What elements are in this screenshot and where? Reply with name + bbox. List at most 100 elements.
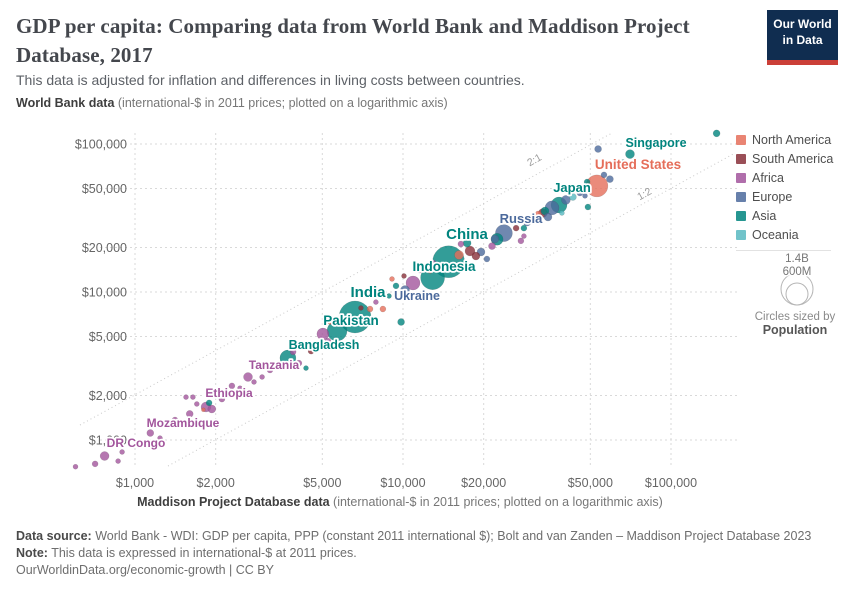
data-point[interactable] <box>259 374 265 380</box>
data-point[interactable] <box>146 429 155 437</box>
data-point[interactable] <box>454 250 464 260</box>
data-point[interactable] <box>569 193 577 201</box>
data-point[interactable] <box>600 171 608 179</box>
country-label[interactable]: Mozambique <box>145 414 221 432</box>
legend-item-europe[interactable]: Europe <box>736 190 848 204</box>
data-point[interactable] <box>205 399 213 407</box>
data-point[interactable] <box>190 394 196 400</box>
data-point[interactable] <box>534 210 542 218</box>
data-point[interactable] <box>340 321 346 327</box>
data-point[interactable] <box>194 401 200 407</box>
data-point[interactable] <box>521 233 527 239</box>
data-point[interactable] <box>427 268 433 274</box>
size-legend-caption: Circles sized by <box>755 311 836 323</box>
data-point[interactable] <box>429 259 437 267</box>
data-point[interactable] <box>585 174 609 198</box>
data-point[interactable] <box>490 234 500 244</box>
country-label[interactable]: Tanzania <box>247 356 301 374</box>
data-point[interactable] <box>416 266 424 274</box>
data-point[interactable] <box>273 362 281 370</box>
data-point[interactable] <box>251 379 257 385</box>
legend-item-africa[interactable]: Africa <box>736 171 848 185</box>
data-point[interactable] <box>324 337 332 345</box>
data-point[interactable] <box>228 382 236 390</box>
data-point[interactable] <box>464 245 476 257</box>
data-point[interactable] <box>379 305 387 313</box>
data-point[interactable] <box>405 275 421 291</box>
data-point[interactable] <box>625 149 635 159</box>
data-point[interactable] <box>582 193 588 199</box>
data-point[interactable] <box>207 404 217 414</box>
data-point[interactable] <box>243 372 253 382</box>
data-point[interactable] <box>457 240 465 248</box>
data-point[interactable] <box>99 451 110 461</box>
data-point[interactable] <box>237 385 243 391</box>
data-point[interactable] <box>373 299 379 305</box>
data-point[interactable] <box>543 212 553 222</box>
data-point[interactable] <box>295 359 303 367</box>
data-point[interactable] <box>401 273 407 279</box>
country-label[interactable]: Singapore <box>624 134 689 152</box>
data-point[interactable] <box>512 224 520 232</box>
data-point[interactable] <box>386 293 392 299</box>
data-point[interactable] <box>606 175 614 183</box>
data-point[interactable] <box>471 251 481 261</box>
data-point[interactable] <box>183 394 189 400</box>
country-label[interactable]: United States <box>593 155 683 174</box>
country-label[interactable]: Bangladesh <box>287 336 361 354</box>
country-label[interactable]: Japan <box>551 178 592 197</box>
data-point[interactable] <box>115 458 121 464</box>
data-point[interactable] <box>171 416 179 424</box>
data-point[interactable] <box>316 327 330 341</box>
data-point[interactable] <box>303 365 309 371</box>
data-point[interactable] <box>327 319 333 325</box>
data-point[interactable] <box>91 460 99 468</box>
data-point[interactable] <box>620 159 626 165</box>
data-point[interactable] <box>561 195 571 205</box>
legend-item-south_america[interactable]: South America <box>736 152 848 166</box>
legend-item-asia[interactable]: Asia <box>736 209 848 223</box>
country-label[interactable]: Ukraine <box>392 287 441 305</box>
country-label[interactable]: China <box>444 224 490 245</box>
data-point[interactable] <box>266 366 274 374</box>
data-point[interactable] <box>559 210 565 216</box>
country-label[interactable]: Indonesia <box>411 257 478 276</box>
legend-item-oceania[interactable]: Oceania <box>736 228 848 242</box>
country-label[interactable]: Ethiopia <box>204 384 255 402</box>
data-point[interactable] <box>119 449 125 455</box>
data-point[interactable] <box>712 129 721 138</box>
data-point[interactable] <box>392 282 400 290</box>
data-point[interactable] <box>201 407 206 413</box>
data-point[interactable] <box>366 305 374 313</box>
country-label[interactable]: India <box>349 282 388 303</box>
owid-logo[interactable]: Our World in Data <box>767 10 838 65</box>
legend-item-north_america[interactable]: North America <box>736 133 848 147</box>
data-point[interactable] <box>289 348 297 356</box>
data-point[interactable] <box>185 410 194 418</box>
data-point[interactable] <box>517 237 525 245</box>
data-point[interactable] <box>520 224 528 232</box>
data-point[interactable] <box>72 463 79 470</box>
data-point[interactable] <box>594 145 602 153</box>
data-point[interactable] <box>576 189 584 197</box>
data-point[interactable] <box>358 305 364 311</box>
data-point[interactable] <box>314 341 320 347</box>
country-label[interactable]: Pakistan <box>321 311 380 330</box>
data-point[interactable] <box>483 255 491 263</box>
x-tick-label: $20,000 <box>461 476 506 490</box>
data-point[interactable] <box>157 435 163 441</box>
data-point[interactable] <box>522 217 532 227</box>
data-point[interactable] <box>389 276 395 282</box>
data-point[interactable] <box>583 178 591 186</box>
data-point[interactable] <box>307 347 315 355</box>
footer-link[interactable]: OurWorldinData.org/economic-growth <box>16 563 226 577</box>
data-point[interactable] <box>400 285 410 295</box>
country-label[interactable]: DR Congo <box>105 434 167 452</box>
data-point[interactable] <box>584 203 592 211</box>
data-point[interactable] <box>488 242 496 250</box>
data-point[interactable] <box>397 318 405 326</box>
data-point[interactable] <box>218 395 226 403</box>
data-point[interactable] <box>178 422 184 428</box>
country-label[interactable]: Russia <box>498 209 545 228</box>
data-point[interactable] <box>529 214 537 222</box>
